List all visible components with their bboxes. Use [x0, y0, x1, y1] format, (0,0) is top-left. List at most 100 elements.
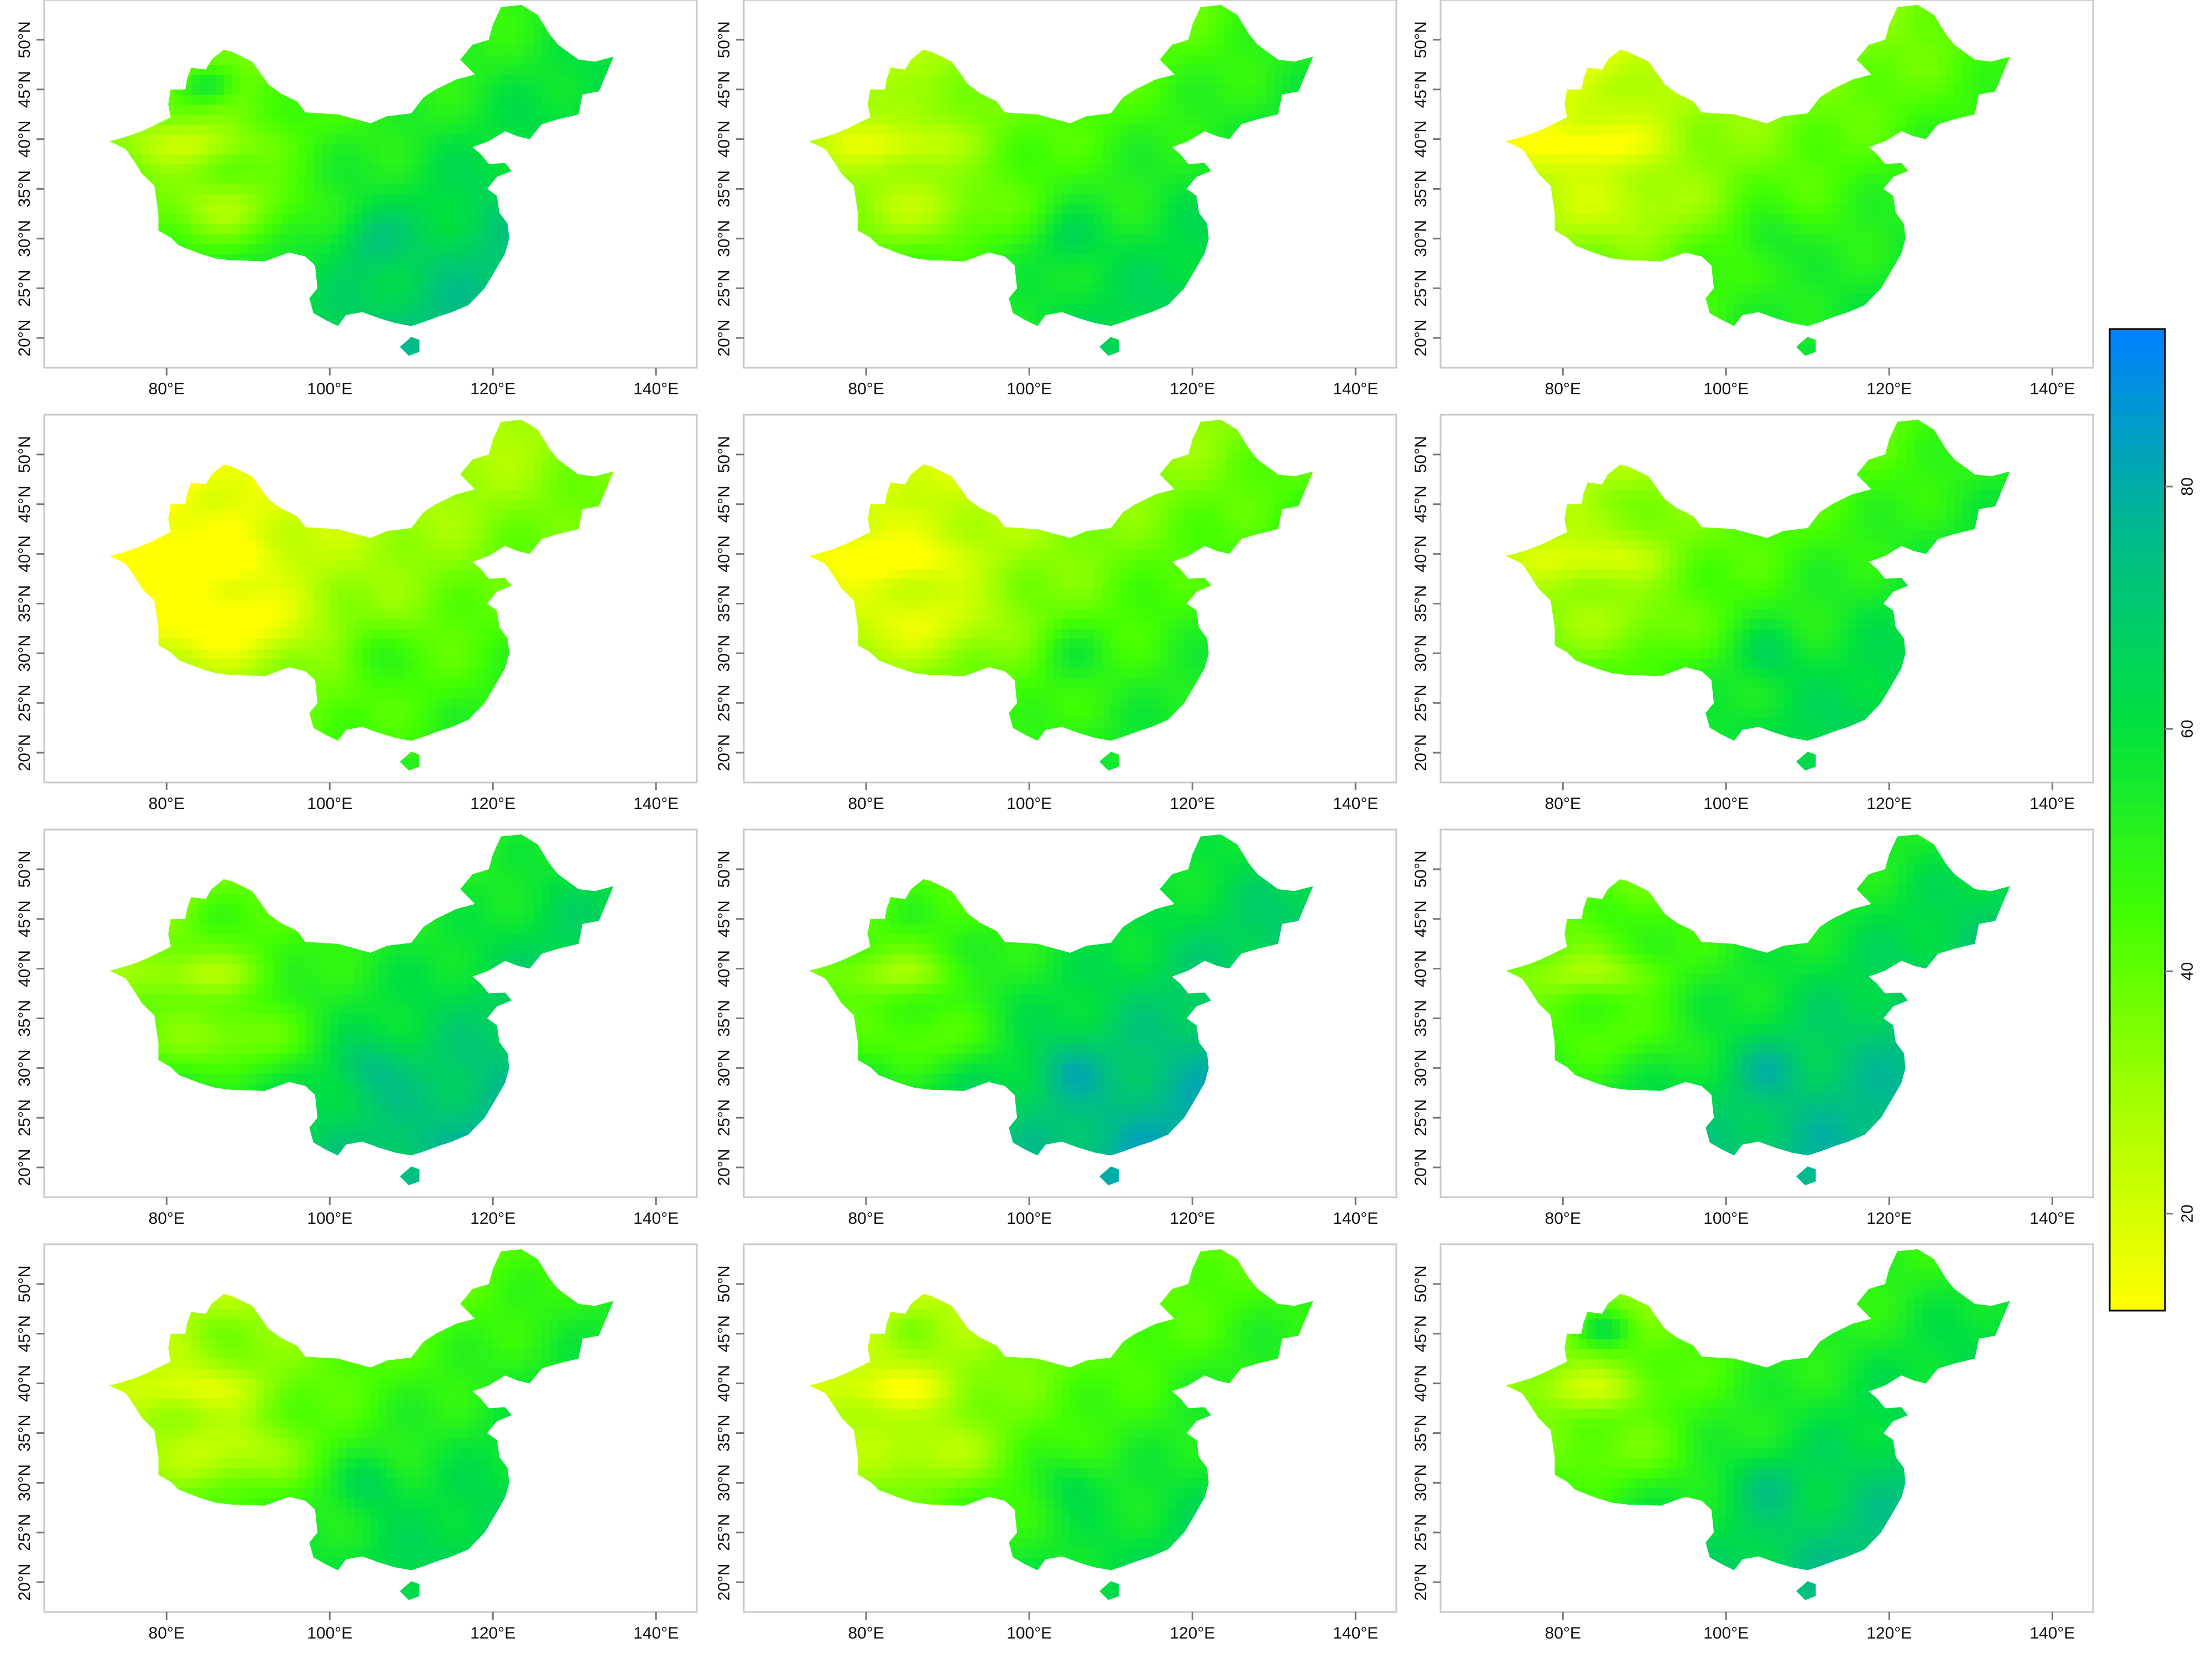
colorbar-segment — [2110, 500, 2165, 510]
x-tick-label: 120°E — [470, 380, 515, 398]
colorbar-tick-label: 40 — [2178, 962, 2197, 980]
colorbar-segment — [2110, 787, 2165, 796]
colorbar-segment — [2110, 574, 2165, 583]
y-tick-label: 50°N — [1412, 851, 1430, 888]
colorbar-segment — [2110, 803, 2165, 812]
y-tick-label: 30°N — [15, 220, 34, 257]
y-tick-label: 35°N — [15, 585, 34, 622]
x-tick-label: 140°E — [633, 380, 679, 398]
colorbar-tick-label: 80 — [2178, 477, 2197, 495]
colorbar-segment — [2110, 1188, 2165, 1197]
colorbar-segment — [2110, 697, 2165, 706]
panel-frame — [1439, 828, 2094, 1198]
colorbar-segment — [2110, 345, 2165, 354]
colorbar-segment — [2110, 337, 2165, 346]
map-panel-4: 80°E 100°E 120°E 140°E 20°N 25°N 30°N 35°N 40°N 4… — [15, 414, 698, 813]
colorbar-segment — [2110, 444, 2165, 452]
y-tick-label: 35°N — [1412, 585, 1430, 622]
colorbar-segment — [2110, 999, 2165, 1009]
colorbar-segment — [2110, 934, 2165, 943]
colorbar-segment — [2110, 901, 2165, 910]
colorbar-segment — [2110, 942, 2165, 951]
colorbar-segment — [2110, 958, 2165, 968]
y-tick-label: 50°N — [715, 21, 733, 58]
raster-field — [1506, 1249, 2010, 1600]
x-tick-label: 140°E — [1333, 1209, 1378, 1228]
raster-field — [809, 1249, 1313, 1600]
map-panel-3: 80°E 100°E 120°E 140°E 20°N 25°N 30°N 35°N 40°N 4… — [1412, 0, 2094, 398]
x-tick-label: 120°E — [1866, 1624, 1912, 1642]
colorbar-segment — [2110, 566, 2165, 575]
y-tick-label: 45°N — [1412, 1315, 1430, 1352]
raster-field — [809, 4, 1313, 356]
y-tick-label: 50°N — [715, 1265, 733, 1302]
x-tick-label: 100°E — [1703, 795, 1749, 813]
y-tick-label: 30°N — [15, 1464, 34, 1501]
colorbar-segment — [2110, 828, 2165, 837]
map-panel-9: 80°E 100°E 120°E 140°E 20°N 25°N 30°N 35°N 40°N 4… — [1412, 828, 2094, 1228]
colorbar-segment — [2110, 910, 2165, 919]
colorbar-segment — [2110, 795, 2165, 804]
x-tick-label: 120°E — [1866, 1209, 1912, 1228]
y-tick-label: 35°N — [15, 170, 34, 207]
panel-frame — [43, 828, 698, 1198]
colorbar-segment — [2110, 1155, 2165, 1164]
colorbar-segment — [2110, 1180, 2165, 1188]
x-tick-label: 100°E — [307, 795, 352, 813]
colorbar-segment — [2110, 983, 2165, 992]
colorbar-segment — [2110, 1147, 2165, 1156]
y-tick-label: 25°N — [15, 685, 34, 722]
colorbar-segment — [2110, 369, 2165, 379]
colorbar-segment — [2110, 1032, 2165, 1041]
colorbar-tick-label: 20 — [2178, 1204, 2197, 1223]
colorbar-segment — [2110, 517, 2165, 526]
x-tick-label: 80°E — [149, 380, 185, 398]
y-tick-label: 30°N — [15, 1050, 34, 1087]
colorbar-segment — [2110, 1245, 2165, 1254]
y-tick-label: 45°N — [15, 1315, 34, 1352]
y-tick-label: 25°N — [1412, 685, 1430, 722]
x-tick-label: 120°E — [1170, 380, 1215, 398]
y-tick-label: 50°N — [715, 851, 733, 888]
map-panel-8: 80°E 100°E 120°E 140°E 20°N 25°N 30°N 35°N 40°N 4… — [715, 828, 1397, 1228]
y-tick-label: 40°N — [1412, 1365, 1430, 1402]
x-tick-label: 80°E — [149, 1209, 185, 1228]
y-tick-label: 20°N — [1412, 734, 1430, 771]
y-tick-label: 20°N — [1412, 1564, 1430, 1601]
colorbar-segment — [2110, 885, 2165, 894]
raster-field — [109, 4, 614, 356]
x-tick-label: 100°E — [1703, 380, 1749, 398]
colorbar-segment — [2110, 672, 2165, 681]
colorbar-segment — [2110, 492, 2165, 502]
y-tick-label: 50°N — [1412, 21, 1430, 58]
x-tick-label: 80°E — [1545, 1209, 1581, 1228]
colorbar-segment — [2110, 770, 2165, 780]
colorbar-segment — [2110, 1302, 2165, 1311]
y-tick-label: 25°N — [15, 270, 34, 307]
y-tick-label: 50°N — [15, 436, 34, 473]
colorbar-segment — [2110, 722, 2165, 731]
y-tick-label: 25°N — [715, 270, 733, 307]
colorbar-segment — [2110, 468, 2165, 477]
colorbar-segment — [2110, 460, 2165, 469]
x-tick-label: 80°E — [848, 380, 884, 398]
x-tick-label: 80°E — [1545, 1624, 1581, 1642]
map-panel-10: 80°E 100°E 120°E 140°E 20°N 25°N 30°N 35°N 40°N 4… — [15, 1243, 698, 1642]
colorbar-segment — [2110, 779, 2165, 787]
colorbar-segment — [2110, 451, 2165, 461]
x-tick-label: 100°E — [1006, 380, 1052, 398]
y-tick-label: 25°N — [15, 1514, 34, 1551]
y-tick-label: 30°N — [15, 635, 34, 672]
colorbar-segment — [2110, 1008, 2165, 1017]
colorbar-segment — [2110, 705, 2165, 714]
x-tick-label: 100°E — [1006, 1624, 1052, 1642]
colorbar-segment — [2110, 1204, 2165, 1213]
colorbar-segment — [2110, 533, 2165, 542]
y-tick-label: 45°N — [715, 1315, 733, 1352]
colorbar-segment — [2110, 1040, 2165, 1050]
raster-field — [809, 834, 1313, 1186]
colorbar-segment — [2110, 1212, 2165, 1221]
y-tick-label: 20°N — [15, 1149, 34, 1186]
colorbar-segment — [2110, 852, 2165, 862]
y-tick-label: 20°N — [15, 1564, 34, 1601]
